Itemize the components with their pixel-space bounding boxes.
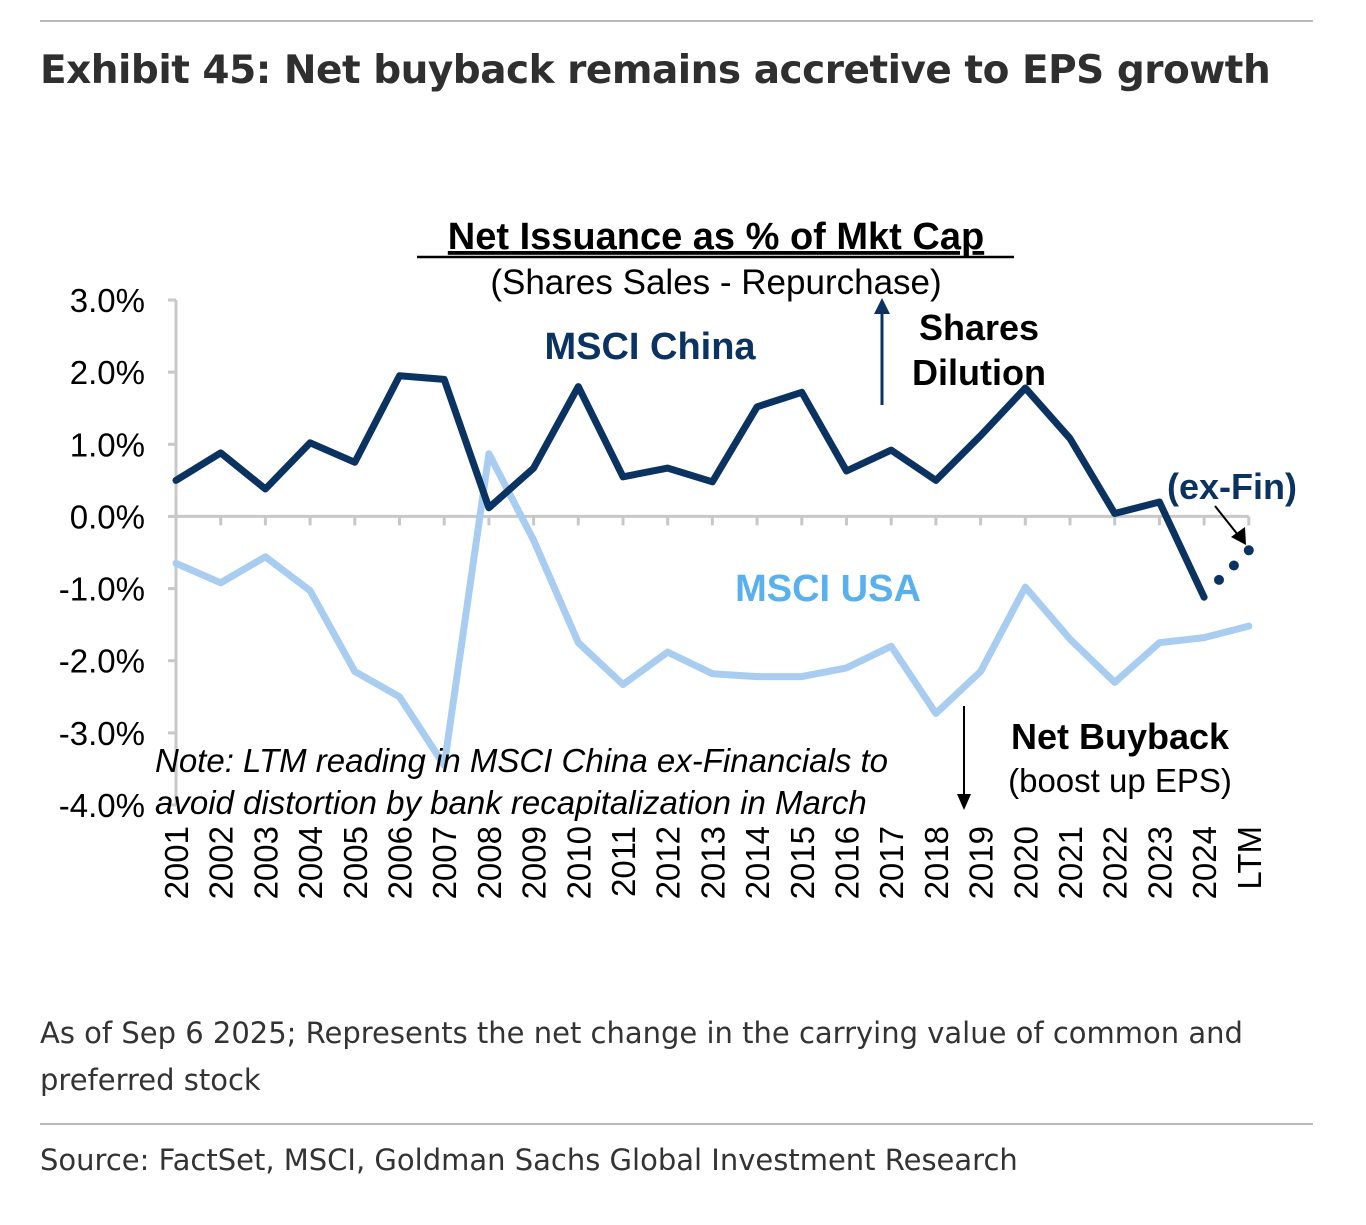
- x-tick-label: 2016: [829, 826, 866, 899]
- x-tick-label: 2001: [158, 826, 195, 899]
- dilution-arrow-head: [874, 298, 890, 314]
- chart-note-line2: avoid distortion by bank recapitalizatio…: [155, 784, 867, 821]
- y-tick-label: -2.0%: [59, 643, 145, 680]
- x-tick-label: 2019: [963, 826, 1000, 899]
- x-tick-label: 2018: [918, 826, 955, 899]
- msci-usa-label: MSCI USA: [735, 568, 921, 610]
- x-tick-label: 2002: [203, 826, 240, 899]
- net-buyback-label-line1: Net Buyback: [1011, 716, 1230, 757]
- x-tick-label: 2008: [471, 826, 508, 899]
- x-tick-label: 2024: [1186, 826, 1223, 899]
- msci-china-ltm-dot: [1214, 574, 1224, 585]
- y-tick-label: -3.0%: [59, 715, 145, 752]
- x-tick-label: 2003: [247, 826, 284, 899]
- source-rule: [40, 1123, 1313, 1125]
- net-issuance-chart: 3.0% 2.0% 1.0% 0.0% -1.0% -2.0% -3.0% -4.0% 200…: [59, 216, 1297, 899]
- x-tick-label: 2007: [426, 826, 463, 899]
- x-tick-label: 2011: [605, 826, 642, 897]
- x-tick-label: 2005: [337, 826, 374, 899]
- y-tick-label: 1.0%: [70, 426, 145, 463]
- x-tick-label: 2004: [292, 826, 329, 899]
- x-tick-label: 2012: [650, 826, 687, 899]
- exhibit-title: Exhibit 45: Net buyback remains accretiv…: [40, 48, 1271, 93]
- x-tick-label: 2015: [784, 826, 821, 899]
- x-tick-label: 2020: [1007, 826, 1044, 899]
- y-tick-label: 0.0%: [70, 498, 145, 535]
- x-tick-label: 2022: [1097, 826, 1134, 899]
- source-line: Source: FactSet, MSCI, Goldman Sachs Glo…: [40, 1143, 1018, 1177]
- x-tick-label: 2021: [1052, 826, 1089, 899]
- x-tick-label: 2023: [1141, 826, 1178, 899]
- shares-dilution-label-line2: Dilution: [912, 352, 1046, 393]
- net-buyback-label-line2: (boost up EPS): [1008, 762, 1232, 799]
- series-layer: [172, 372, 1254, 769]
- x-tick-label: 2013: [694, 826, 731, 899]
- chart-note-line1: Note: LTM reading in MSCI China ex-Finan…: [155, 742, 888, 779]
- x-axis: 2001 2002 2003 2004 2005 2006 2007 2008 2009 2010…: [158, 514, 1268, 899]
- x-tick-label: 2006: [382, 826, 419, 899]
- ex-fin-arrow-head: [1231, 527, 1246, 545]
- top-rule: [40, 20, 1313, 22]
- x-tick-label: 2009: [516, 826, 553, 899]
- msci-china-label: MSCI China: [544, 326, 756, 368]
- ex-fin-label: (ex-Fin): [1167, 466, 1297, 507]
- footnote: As of Sep 6 2025; Represents the net cha…: [40, 1016, 1243, 1097]
- y-axis: 3.0% 2.0% 1.0% 0.0% -1.0% -2.0% -3.0% -4.0%: [59, 282, 178, 824]
- chart-title: Net Issuance as % of Mkt Cap: [448, 216, 984, 258]
- x-tick-label: LTM: [1231, 826, 1268, 890]
- y-tick-label: -1.0%: [59, 571, 145, 608]
- x-tick-label: 2017: [873, 826, 910, 899]
- ex-fin-arrow: [1214, 505, 1239, 536]
- x-tick-label: 2014: [739, 826, 776, 899]
- msci-china-line: [172, 372, 1208, 601]
- y-tick-label: 3.0%: [70, 282, 145, 319]
- buyback-arrow-head: [957, 794, 971, 810]
- chart-subtitle: (Shares Sales - Repurchase): [490, 263, 941, 302]
- x-tick-label: 2010: [560, 826, 597, 899]
- msci-usa-line: [172, 450, 1253, 769]
- shares-dilution-label-line1: Shares: [919, 307, 1039, 348]
- msci-china-ltm-dot: [1243, 545, 1254, 556]
- y-tick-label: -4.0%: [59, 787, 145, 824]
- msci-china-ltm-dot: [1228, 560, 1239, 571]
- y-tick-label: 2.0%: [70, 354, 145, 391]
